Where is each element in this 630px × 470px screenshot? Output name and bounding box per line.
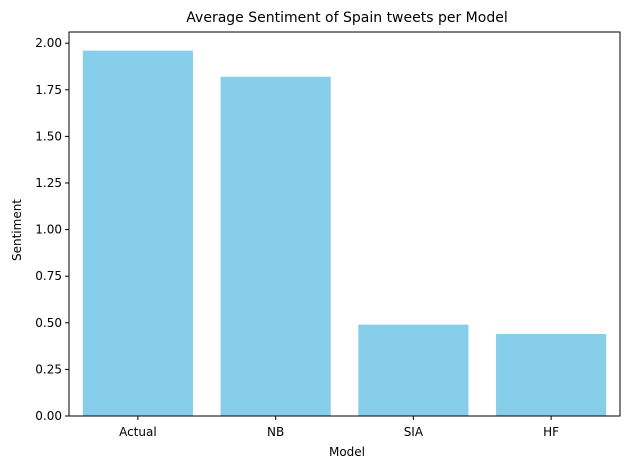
y-tick-label: 0.00 <box>35 409 62 423</box>
y-tick-label: 0.25 <box>35 362 62 376</box>
y-tick-label: 0.50 <box>35 316 62 330</box>
bars-group <box>82 50 607 417</box>
y-axis-ticks: 0.00 0.25 0.50 0.75 1.00 1.25 1.50 1.75 2.00 <box>35 36 69 423</box>
y-tick-label: 2.00 <box>35 36 62 50</box>
chart-title: Average Sentiment of Spain tweets per Mo… <box>186 10 507 26</box>
plot-frame <box>68 31 621 417</box>
x-tick-label: NB <box>267 425 284 439</box>
y-tick-label: 1.75 <box>35 83 62 97</box>
x-tick-label: HF <box>543 425 559 439</box>
bar-actual <box>82 50 193 416</box>
x-tick-label: Actual <box>119 425 157 439</box>
y-axis-title: Sentiment <box>10 199 24 261</box>
y-tick-label: 1.50 <box>35 129 62 143</box>
y-tick-label: 1.25 <box>35 176 62 190</box>
bar-hf <box>496 333 607 416</box>
x-axis-ticks: Actual NB SIA HF <box>119 416 559 439</box>
y-tick-label: 1.00 <box>35 223 62 237</box>
x-axis-title: Model <box>329 445 365 459</box>
bar-sia <box>358 324 469 416</box>
bar-nb <box>220 76 331 417</box>
x-tick-label: SIA <box>404 425 424 439</box>
y-tick-label: 0.75 <box>35 269 62 283</box>
